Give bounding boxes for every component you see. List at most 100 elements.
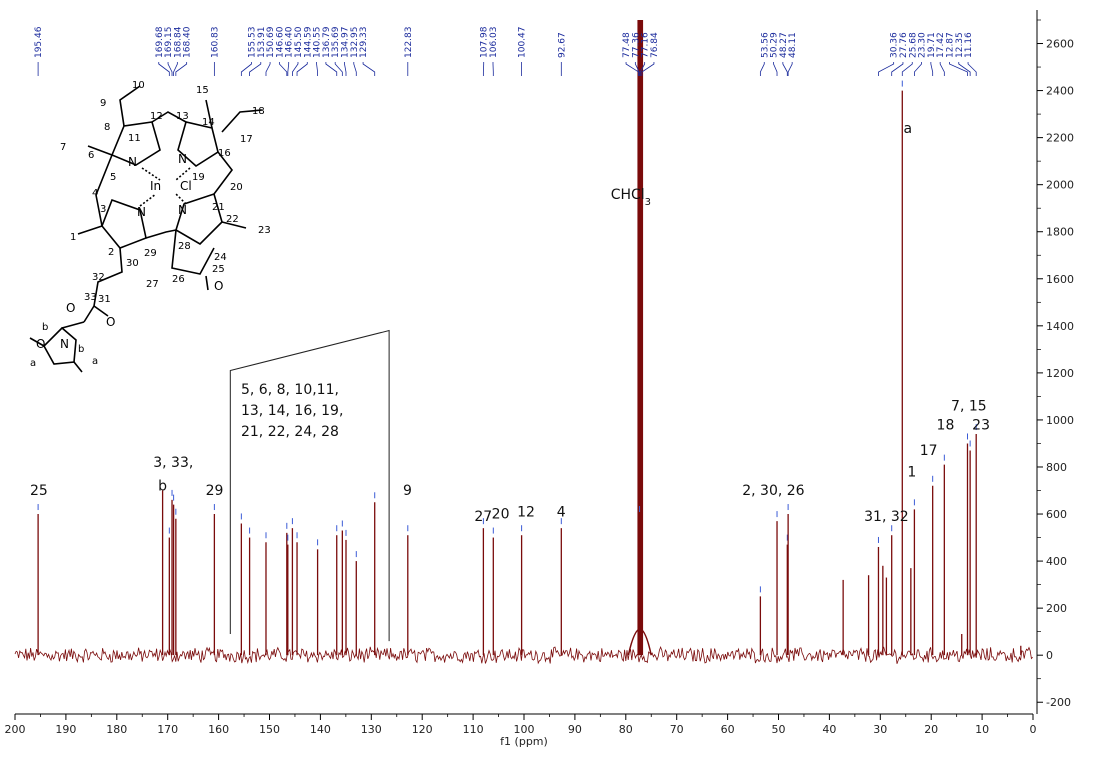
x-tick-label: 30 (873, 723, 887, 736)
peak-shift-label: 144.59 (303, 26, 313, 58)
atom-label: N (60, 337, 69, 351)
atom-number: 3 (100, 204, 106, 215)
atom-number: 11 (128, 133, 141, 144)
peak-label-leader (175, 62, 188, 76)
x-tick-label: 120 (412, 723, 433, 736)
peak-shift-label: 30.36 (890, 32, 900, 58)
peak-label-leader (292, 62, 299, 76)
aromatic-bracket (229, 329, 390, 642)
atom-label: N (178, 152, 187, 166)
peak-shift-label: 135.69 (331, 26, 341, 58)
atom-label: N (178, 203, 187, 217)
peak-label-leader (167, 62, 173, 76)
atom-number: 14 (202, 117, 215, 128)
assignment-label: 1 (907, 464, 916, 480)
peak-shift-label: 53.56 (760, 32, 770, 58)
y-tick-label: 400 (1046, 555, 1067, 568)
atom-number: 24 (214, 252, 227, 263)
atom-number: 2 (108, 247, 114, 258)
atom-number: a (30, 358, 36, 369)
peak-shift-label: 150.69 (266, 26, 276, 58)
y-tick-label: -200 (1046, 696, 1071, 709)
x-tick-label: 0 (1030, 723, 1037, 736)
peak-shift-label: 168.40 (183, 26, 193, 58)
y-tick-label: 0 (1046, 649, 1053, 662)
peak-shift-label: 107.98 (480, 26, 490, 58)
atom-number: 18 (252, 106, 265, 117)
peak-label-leader (278, 62, 288, 76)
peak-shift-label: 12.35 (955, 32, 965, 58)
peak-shift-label: 77.16 (641, 32, 651, 58)
peak-shift-label: 100.47 (518, 27, 528, 59)
peak-label-leader (878, 62, 895, 76)
atom-number: 8 (104, 122, 110, 133)
peak-shift-label: 25.68 (908, 32, 918, 58)
peak-shift-label: 76.84 (650, 32, 660, 58)
peak-label-leader (249, 62, 262, 76)
atom-number: 29 (144, 248, 157, 259)
atom-label: O (66, 301, 75, 315)
atom-label: In (150, 179, 161, 193)
peak-label-leader (891, 62, 904, 76)
peak-shift-label: 136.79 (322, 26, 332, 58)
peak-shift-label: 77.48 (622, 32, 632, 58)
y-tick-label: 2400 (1046, 85, 1074, 98)
peak-shift-label: 155.53 (247, 27, 257, 59)
x-tick-label: 20 (924, 723, 938, 736)
peak-shift-label: 195.46 (34, 26, 44, 58)
peak-shift-label: 48.27 (779, 32, 789, 58)
peak-label-leader (634, 62, 640, 76)
peak-label-leader (325, 62, 338, 76)
y-tick-label: 1800 (1046, 226, 1074, 239)
atom-number: 30 (126, 258, 139, 269)
atom-number: 16 (218, 148, 231, 159)
atom-number: 23 (258, 225, 271, 236)
atom-label: O (214, 279, 223, 293)
atom-number: 13 (176, 111, 189, 122)
peak-shift-label: 92.67 (557, 32, 567, 58)
atom-number: a (92, 356, 98, 367)
x-axis-title: f1 (ppm) (500, 735, 548, 748)
peak-shift-label: 146.40 (285, 26, 295, 58)
atom-number: b (78, 344, 84, 355)
peak-label-leader (639, 62, 646, 76)
atom-number: 7 (60, 142, 66, 153)
baseline-noise-trace (14, 645, 1033, 665)
atom-label: N (128, 155, 137, 169)
peak-label-leaders (37, 62, 977, 76)
peak-label-leader (173, 62, 178, 76)
peak-label-leader (773, 62, 778, 76)
peak-label-leader (782, 62, 788, 76)
assignment-label: 9 (403, 483, 412, 499)
peak-shift-label: 27.76 (899, 32, 909, 58)
assignment-label: 25 (30, 483, 48, 499)
peak-label-leader (901, 62, 913, 76)
assignment-label: 23 (972, 417, 990, 433)
peak-shift-label: 140.55 (313, 27, 323, 59)
assignment-label: 29 (206, 483, 224, 499)
peak-label-leader (344, 62, 347, 76)
peak-shift-label: 19.71 (927, 32, 937, 58)
peak-label-leader (787, 62, 793, 76)
peak-label-leader (287, 62, 290, 76)
x-tick-label: 60 (721, 723, 735, 736)
y-tick-label: 1400 (1046, 320, 1074, 333)
peak-shift-label: 106.03 (489, 27, 499, 58)
atom-number: 12 (150, 111, 163, 122)
x-tick-label: 190 (55, 723, 76, 736)
peak-label-leader (949, 62, 968, 76)
x-tick-label: 160 (208, 723, 229, 736)
atom-number: 32 (92, 272, 105, 283)
peak-shift-label: 134.97 (340, 27, 350, 59)
peak-shift-label: 169.15 (164, 27, 174, 59)
x-tick-label: 10 (975, 723, 989, 736)
peak-label-leader (939, 62, 945, 76)
assignment-label: CHCl3 (611, 187, 651, 208)
y-tick-label: 2200 (1046, 132, 1074, 145)
atom-number: 33 (84, 292, 97, 303)
assignment-label: 7, 15 (951, 399, 987, 415)
peak-label-leader (625, 62, 640, 76)
x-tick-label: 100 (514, 723, 535, 736)
